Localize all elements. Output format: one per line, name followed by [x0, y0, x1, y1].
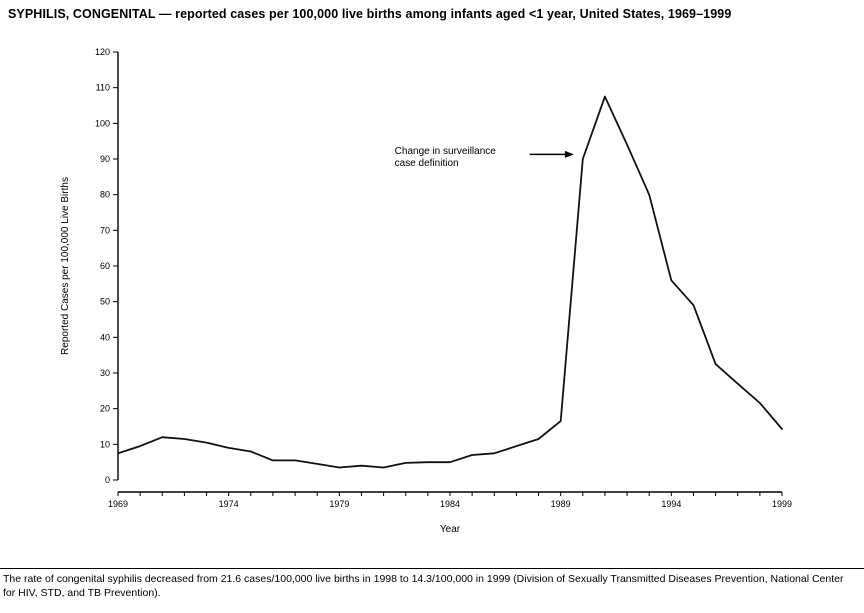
footnote: The rate of congenital syphilis decrease…: [0, 568, 864, 600]
y-tick-label: 70: [100, 225, 110, 235]
y-tick-label: 20: [100, 404, 110, 414]
y-axis-title: Reported Cases per 100,000 Live Births: [60, 177, 71, 355]
y-tick-label: 10: [100, 439, 110, 449]
y-tick-label: 50: [100, 297, 110, 307]
annotation-text: case definition: [395, 158, 459, 169]
x-tick-label: 1984: [440, 499, 460, 509]
x-tick-label: 1989: [551, 499, 571, 509]
y-tick-label: 120: [95, 47, 110, 57]
line-chart: 0 10 20 30 40 50 60 70 80 90 100 110 120 1969 1974 1979…: [60, 47, 792, 535]
x-tick-label: 1969: [108, 499, 128, 509]
annotation-arrowhead-icon: [564, 150, 574, 158]
y-tick-label: 0: [105, 475, 110, 485]
x-tick-label: 1994: [661, 499, 681, 509]
x-tick-label: 1979: [329, 499, 349, 509]
x-axis-title: Year: [440, 524, 461, 535]
y-tick-label: 80: [100, 190, 110, 200]
annotation-text: Change in surveillance: [395, 146, 497, 157]
chart-svg: 0 10 20 30 40 50 60 70 80 90 100 110 120 1969 1974 1979…: [60, 47, 792, 535]
y-tick-label: 100: [95, 118, 110, 128]
x-tick-label: 1974: [219, 499, 239, 509]
y-tick-label: 60: [100, 261, 110, 271]
chart-title: SYPHILIS, CONGENITAL — reported cases pe…: [8, 7, 732, 21]
data-line: [117, 95, 783, 469]
y-tick-label: 30: [100, 368, 110, 378]
x-tick-label: 1999: [772, 499, 792, 509]
y-tick-label: 40: [100, 332, 110, 342]
y-tick-label: 110: [96, 83, 110, 93]
y-tick-label: 90: [100, 154, 110, 164]
